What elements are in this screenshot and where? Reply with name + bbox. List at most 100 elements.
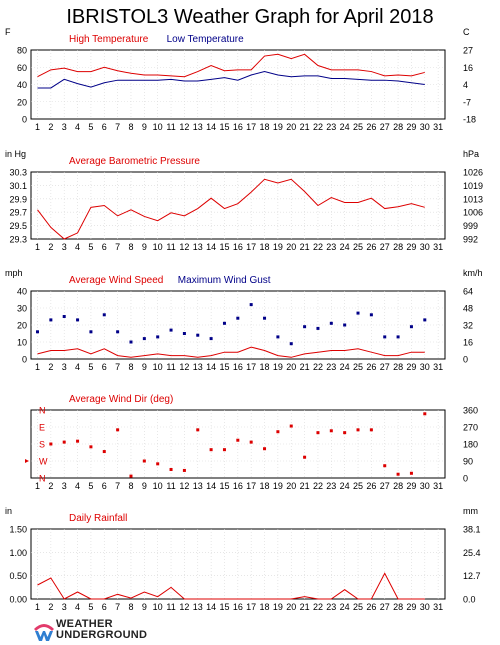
wind-right-tick-label: 16 xyxy=(463,338,473,348)
pressure-xtick-label: 17 xyxy=(246,242,256,252)
wind-right-tick-label: 32 xyxy=(463,321,473,331)
winddir-right-tick-label: 360 xyxy=(463,406,478,416)
winddir-xtick-label: 31 xyxy=(433,481,443,491)
rain-xtick-label: 12 xyxy=(179,602,189,612)
pressure-right-tick-label: 1026 xyxy=(463,168,483,178)
winddir-point xyxy=(316,431,320,435)
winddir-compass-label: N xyxy=(39,406,46,416)
temperature-xtick-label: 16 xyxy=(233,122,243,132)
winddir-point xyxy=(423,412,427,416)
weather-charts: 1 2 3 4 5 6 7 8 9 10 11 12 13 14 15 16 17 18 19 20 21 22 23 24 2… xyxy=(5,27,483,612)
wind-gust-point xyxy=(89,330,93,334)
temperature-xtick-label: 10 xyxy=(153,122,163,132)
wind-xtick-label: 3 xyxy=(62,362,67,372)
temperature-ytick-label: 60 xyxy=(17,63,27,73)
rain-xtick-label: 28 xyxy=(393,602,403,612)
wind-xtick-label: 6 xyxy=(102,362,107,372)
winddir-xtick-label: 13 xyxy=(193,481,203,491)
wind-ytick-label: 20 xyxy=(17,321,27,331)
wind-gust-point xyxy=(423,318,427,322)
winddir-xtick-label: 10 xyxy=(153,481,163,491)
winddir-xtick-label: 30 xyxy=(420,481,430,491)
wind-xtick-label: 29 xyxy=(406,362,416,372)
temperature-xtick-label: 21 xyxy=(300,122,310,132)
temperature-ytick-label: 40 xyxy=(17,80,27,90)
weather-underground-wordmark: WEATHER UNDERGROUND xyxy=(56,619,147,641)
pressure-xtick-label: 1 xyxy=(35,242,40,252)
temperature-xtick-label: 11 xyxy=(166,122,175,132)
winddir-point xyxy=(329,429,333,433)
wind-xtick-label: 23 xyxy=(326,362,336,372)
pressure-ytick-label: 29.5 xyxy=(9,221,27,231)
winddir-xtick-label: 16 xyxy=(233,481,243,491)
temperature-xtick-label: 13 xyxy=(193,122,203,132)
wind-series-line xyxy=(37,346,425,358)
wind-gust-point xyxy=(62,315,66,318)
pressure-right-unit: hPa xyxy=(463,149,479,159)
rain-xtick-label: 20 xyxy=(286,602,296,612)
winddir-point xyxy=(289,424,293,428)
winddir-xtick-label: 12 xyxy=(179,481,189,491)
wind-gust-point xyxy=(209,337,213,341)
temperature-legend-entry: Low Temperature xyxy=(167,34,245,45)
wind-gust-point xyxy=(316,326,320,330)
pressure-xtick-label: 13 xyxy=(193,242,203,252)
winddir-point xyxy=(142,459,146,463)
winddir-xtick-label: 11 xyxy=(166,481,175,491)
pressure-xtick-label: 5 xyxy=(88,242,93,252)
rain-xtick-label: 5 xyxy=(88,602,93,612)
winddir-point xyxy=(303,455,307,459)
winddir-right-tick-label: 90 xyxy=(463,457,473,467)
wind-xtick-label: 19 xyxy=(273,362,283,372)
winddir-compass-label: S xyxy=(39,440,45,450)
temperature-ytick-label: 0 xyxy=(22,115,27,125)
wind-ytick-label: 0 xyxy=(22,355,27,365)
wind-xtick-label: 5 xyxy=(88,362,93,372)
wind-left-unit: mph xyxy=(5,268,23,278)
winddir-point xyxy=(276,430,280,434)
wind-gust-point xyxy=(222,321,226,325)
pressure-ytick-label: 29.7 xyxy=(9,208,27,218)
wind-gust-point xyxy=(102,313,106,317)
pressure-xtick-label: 31 xyxy=(433,242,443,252)
wind-gust-point xyxy=(36,330,39,334)
wind-ytick-label: 10 xyxy=(17,338,27,348)
wind-legend-entry: Average Wind Speed xyxy=(69,275,163,286)
rain-xtick-label: 14 xyxy=(206,602,216,612)
wind-gust-point xyxy=(156,335,160,339)
wind-xtick-label: 14 xyxy=(206,362,216,372)
wind-gust-point xyxy=(383,335,387,339)
temperature-xtick-label: 6 xyxy=(102,122,107,132)
wind-xtick-label: 10 xyxy=(153,362,163,372)
pressure-xtick-label: 20 xyxy=(286,242,296,252)
rain-xtick-label: 16 xyxy=(233,602,243,612)
pressure-xtick-label: 21 xyxy=(300,242,310,252)
wind-xtick-label: 1 xyxy=(35,362,40,372)
temperature-xtick-label: 7 xyxy=(115,122,120,132)
wind-legend-entry: Maximum Wind Gust xyxy=(178,275,271,286)
rain-xtick-label: 30 xyxy=(420,602,430,612)
winddir-xtick-label: 18 xyxy=(260,481,270,491)
rain-xtick-label: 1 xyxy=(35,602,40,612)
rain-ytick-label: 1.50 xyxy=(9,525,27,535)
wu-logo-arc-icon xyxy=(34,624,54,631)
temperature-ytick-label: 80 xyxy=(17,46,27,56)
wind-gust-point xyxy=(249,303,253,307)
temperature-xtick-label: 28 xyxy=(393,122,403,132)
winddir-point xyxy=(49,442,53,446)
temperature-series-line xyxy=(37,71,425,89)
winddir-point xyxy=(396,472,400,476)
rain-xtick-label: 13 xyxy=(193,602,203,612)
wind-xtick-label: 16 xyxy=(233,362,243,372)
temperature-xtick-label: 2 xyxy=(48,122,53,132)
winddir-xtick-label: 4 xyxy=(75,481,80,491)
winddir-point xyxy=(383,464,387,468)
temperature-xtick-label: 25 xyxy=(353,122,363,132)
rain-xtick-label: 15 xyxy=(219,602,229,612)
temperature-xtick-label: 19 xyxy=(273,122,283,132)
wind-xtick-label: 22 xyxy=(313,362,323,372)
winddir-xtick-label: 3 xyxy=(62,481,67,491)
winddir-xtick-label: 6 xyxy=(102,481,107,491)
wind-gust-point xyxy=(276,335,280,339)
winddir-xtick-label: 28 xyxy=(393,481,403,491)
